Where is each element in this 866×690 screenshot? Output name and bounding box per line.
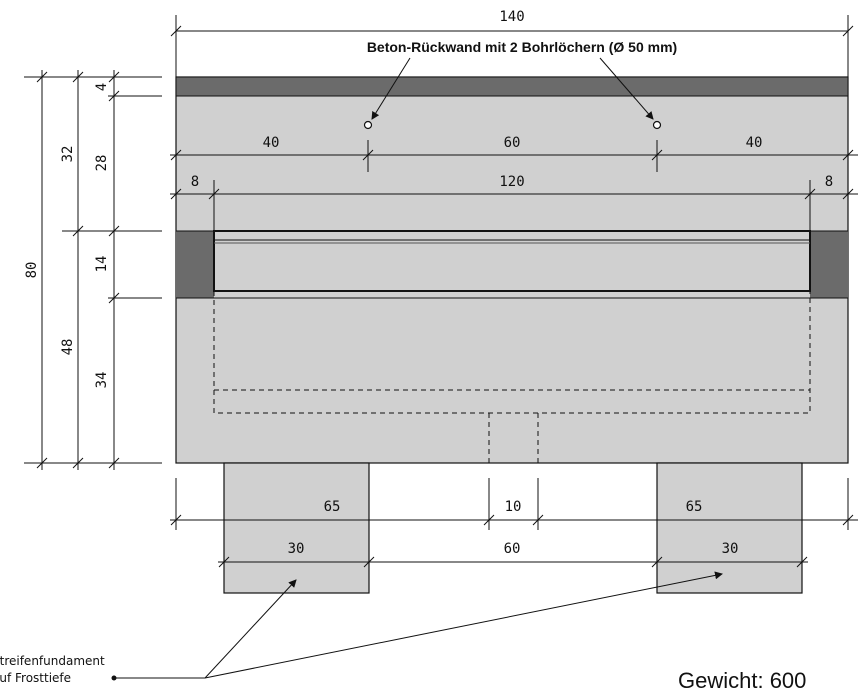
dim-inner-width: 120 — [499, 174, 524, 190]
foundation-leaders — [114, 574, 722, 678]
foundation-note-dot — [112, 676, 117, 681]
top-dark-strip — [176, 77, 848, 96]
callout-text: Beton-Rückwand mit 2 Bohrlöchern (Ø 50 m… — [367, 39, 677, 55]
foot-left — [224, 463, 369, 593]
dim-edge-right: 8 — [825, 174, 833, 190]
dim-foot-left-outer: 65 — [324, 499, 341, 515]
dim-total-width: 140 — [499, 9, 524, 25]
dim-foot-gap: 10 — [505, 499, 522, 515]
dim-foot-spacing: 60 — [504, 541, 521, 557]
dim-height-total: 80 — [24, 262, 40, 279]
dim-back-wall: 28 — [94, 155, 110, 172]
right-dark-block — [810, 231, 848, 298]
dim-hole-right: 40 — [746, 135, 763, 151]
dim-hole-left: 40 — [263, 135, 280, 151]
dim-hole-mid: 60 — [504, 135, 521, 151]
dim-top-strip: 4 — [94, 83, 110, 91]
dim-slot: 14 — [94, 256, 110, 273]
dim-height-lower: 48 — [60, 339, 76, 356]
foundation-note-line2: auf Frosttiefe — [0, 671, 71, 685]
foundation-note-line1: Streifenfundament — [0, 654, 105, 668]
dim-base: 34 — [94, 372, 110, 389]
dim-foot-right-outer: 65 — [686, 499, 703, 515]
dim-height-upper: 32 — [60, 146, 76, 163]
weight-label: Gewicht: 600 — [678, 668, 806, 690]
hole-right — [654, 122, 661, 129]
left-dark-block — [176, 231, 214, 298]
dim-edge-left: 8 — [191, 174, 199, 190]
foot-right — [657, 463, 802, 593]
hole-left — [365, 122, 372, 129]
dim-foot-right-width: 30 — [722, 541, 739, 557]
dim-foot-left-width: 30 — [288, 541, 305, 557]
